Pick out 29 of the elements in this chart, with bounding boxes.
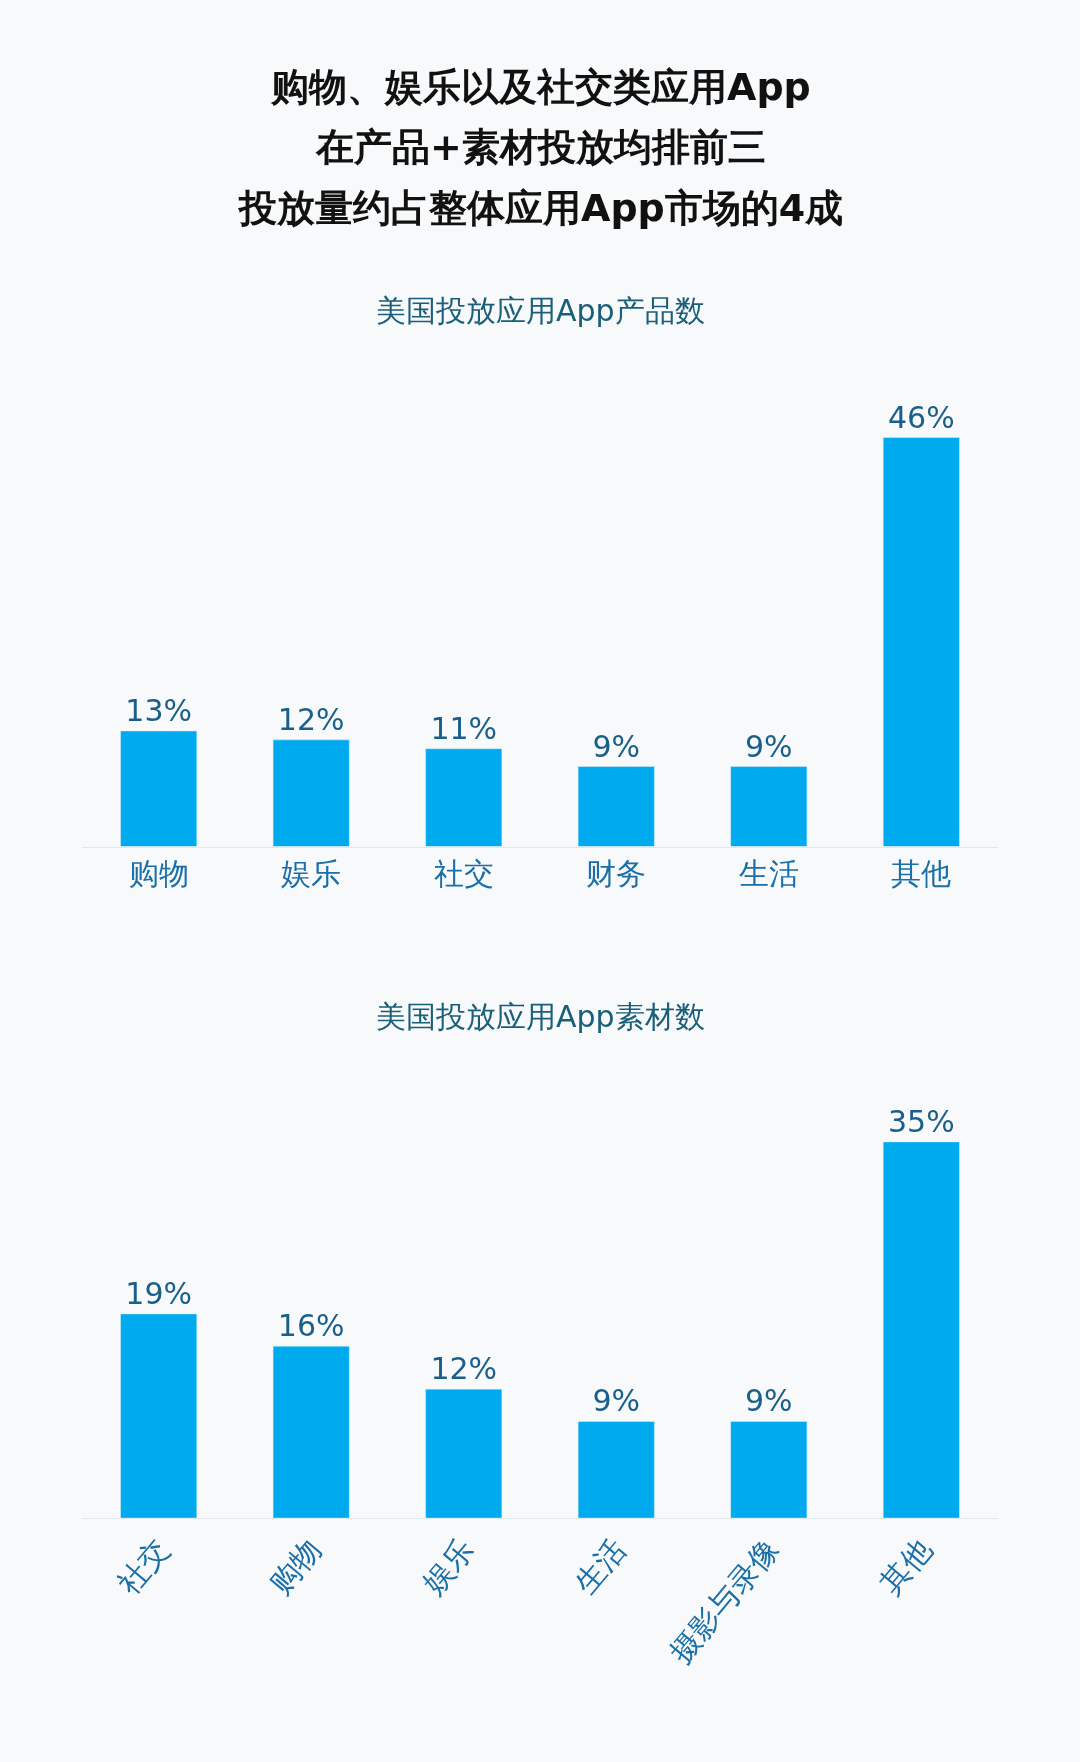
text: 投放量约占整体应用App市场的4成 (237, 186, 844, 230)
data-label: 12% (430, 1351, 498, 1387)
chart-subtitle: 美国投放应用App产品数 (376, 293, 705, 328)
data-label: 46% (887, 399, 955, 435)
x-tick-label: 社交 (110, 1531, 176, 1601)
data-label: 9% (592, 1383, 641, 1419)
data-label: 9% (745, 1383, 793, 1419)
text: 在产品+素材投放均排前三 (315, 125, 766, 169)
x-tick-label: 生活 (567, 1531, 634, 1601)
x-tick-label: 其他 (872, 1531, 939, 1601)
x-tick-label: 购物 (128, 855, 189, 891)
x-tick-label: 社交 (433, 855, 494, 891)
data-label: 9% (592, 728, 641, 764)
data-label: 9% (745, 728, 793, 764)
data-label: 12% (277, 701, 345, 737)
chart-title: 美国投放应用App素材数 (376, 999, 705, 1034)
x-tick-label: 摄影与录像 (662, 1531, 786, 1670)
data-label: 16% (277, 1308, 345, 1344)
x-tick-label: 财务 (586, 855, 647, 891)
x-tick-label: 生活 (738, 855, 799, 891)
data-label: 11% (430, 710, 498, 746)
data-label: 19% (125, 1275, 193, 1311)
data-label: 13% (125, 692, 193, 728)
x-tick-label: 娱乐 (415, 1531, 481, 1601)
x-tick-label: 购物 (262, 1531, 329, 1601)
data-label: 35% (887, 1103, 955, 1139)
x-tick-label: 娱乐 (281, 855, 342, 891)
chart-title: 购物、娱乐以及社交类应用App (270, 65, 811, 109)
x-tick-label: 其他 (891, 855, 952, 891)
